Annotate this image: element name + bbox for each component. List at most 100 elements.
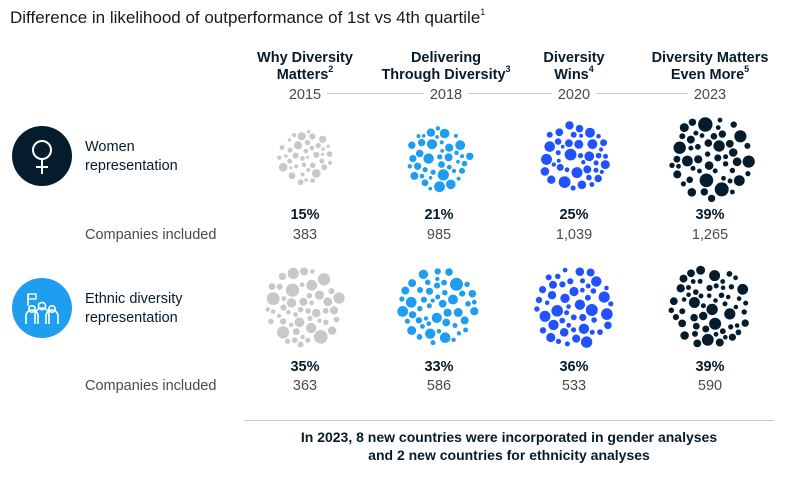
cluster-dot [569, 286, 579, 297]
cluster-dot [686, 285, 691, 290]
cluster-dot [567, 278, 574, 285]
cluster-dot [430, 169, 436, 175]
column-header-2018: Delivering Through Diversity3 2018 [381, 50, 511, 104]
column-name: Why Diversity Matters2 [240, 50, 370, 84]
cluster-dot [306, 130, 311, 134]
cluster-dot [679, 123, 689, 133]
cluster-dot [694, 155, 703, 164]
cluster-dot [399, 296, 405, 302]
cluster-dot [599, 147, 604, 152]
cluster-dot [417, 305, 423, 312]
cluster-dot [551, 162, 556, 167]
cluster-dot [397, 306, 409, 317]
cluster-dot [306, 155, 310, 159]
cluster-dot [698, 293, 704, 299]
cluster-dot [693, 339, 702, 348]
count-women-2015: 383 [292, 227, 318, 243]
cluster-dot [585, 127, 595, 138]
cluster-dot [442, 318, 451, 327]
cluster-dot [287, 138, 292, 142]
cluster-dot [743, 300, 749, 306]
value-women-2015: 15% [290, 207, 320, 223]
cluster-dot [555, 128, 564, 137]
cluster-dot [581, 160, 586, 165]
cluster-dot [534, 306, 540, 312]
cluster-dot [317, 273, 331, 286]
cluster-dot [314, 330, 328, 344]
cluster-dot [686, 135, 695, 144]
group-of-people-icon [12, 278, 72, 338]
cluster-dot [560, 144, 565, 149]
cluster-dot [574, 299, 586, 310]
cluster-dot [570, 185, 576, 191]
cluster-dot [278, 162, 288, 172]
cluster-dot [548, 319, 559, 331]
cluster-dot [566, 304, 571, 309]
cluster-dot [426, 128, 436, 137]
cluster-dot [278, 272, 287, 281]
cluster-dot [723, 334, 728, 340]
cluster-dot [421, 179, 429, 187]
cluster-dot [706, 303, 718, 316]
cluster-dot [704, 139, 713, 147]
cluster-dot [306, 279, 318, 291]
cluster-dot [715, 338, 724, 347]
cluster-dot [566, 322, 572, 328]
cluster-dot [720, 279, 726, 284]
cluster-dot [434, 268, 441, 275]
footnote-line2: and 2 new countries for ethnicity analys… [368, 447, 650, 463]
cluster-dot [706, 293, 712, 298]
chart-title: Difference in likelihood of outperforman… [10, 8, 485, 28]
cluster-dot [407, 164, 412, 169]
cluster-dot [668, 307, 675, 314]
cluster-dot [405, 296, 417, 308]
cluster-dot [736, 296, 742, 301]
cluster-dot [323, 297, 333, 307]
cluster-dot [593, 160, 599, 166]
cluster-dot [700, 188, 708, 196]
cluster-dot [551, 305, 563, 317]
cluster-dot [288, 322, 294, 328]
cluster-dot [297, 179, 304, 186]
cluster-dot [587, 139, 598, 150]
cluster-dot [692, 322, 700, 330]
cluster-dot [544, 141, 555, 152]
cluster-dot [735, 329, 742, 336]
cluster-dot [698, 117, 713, 132]
cluster-dot [292, 328, 300, 336]
female-symbol-icon [12, 126, 72, 186]
cluster-dot [426, 321, 432, 326]
cluster-dot [409, 155, 417, 163]
cluster-dot [437, 154, 443, 160]
cluster-dot [438, 299, 447, 308]
cluster-dot [468, 289, 477, 298]
cluster-dot [741, 319, 749, 327]
cluster-dot [714, 182, 729, 197]
cluster-dot [673, 141, 686, 154]
cluster-dot [584, 294, 591, 301]
cluster-dot [329, 306, 339, 315]
value-women-2020: 25% [559, 207, 589, 223]
cluster-dot [594, 174, 602, 183]
cluster-dot [305, 308, 311, 314]
cluster-dot [420, 324, 425, 329]
cluster-dot [725, 139, 734, 148]
cluster-dot [730, 189, 735, 195]
cluster-dot [306, 322, 317, 334]
cluster-dot [466, 152, 474, 160]
cluster-dot [722, 161, 729, 167]
cluster-dot [276, 283, 283, 290]
cluster-dot [729, 167, 736, 174]
cluster-dot [439, 128, 450, 139]
cluster-dot [547, 175, 556, 184]
cluster-dot [328, 326, 337, 335]
cluster-dot [591, 276, 602, 287]
cluster-dot [430, 340, 436, 346]
cluster-dot [583, 165, 592, 174]
cluster-dot [676, 284, 685, 293]
footnote: In 2023, 8 new countries were incorporat… [244, 428, 774, 464]
cluster-dot [306, 167, 311, 173]
cluster-dot [313, 151, 320, 158]
cluster-dot [604, 321, 612, 330]
cluster-dot [408, 311, 417, 319]
